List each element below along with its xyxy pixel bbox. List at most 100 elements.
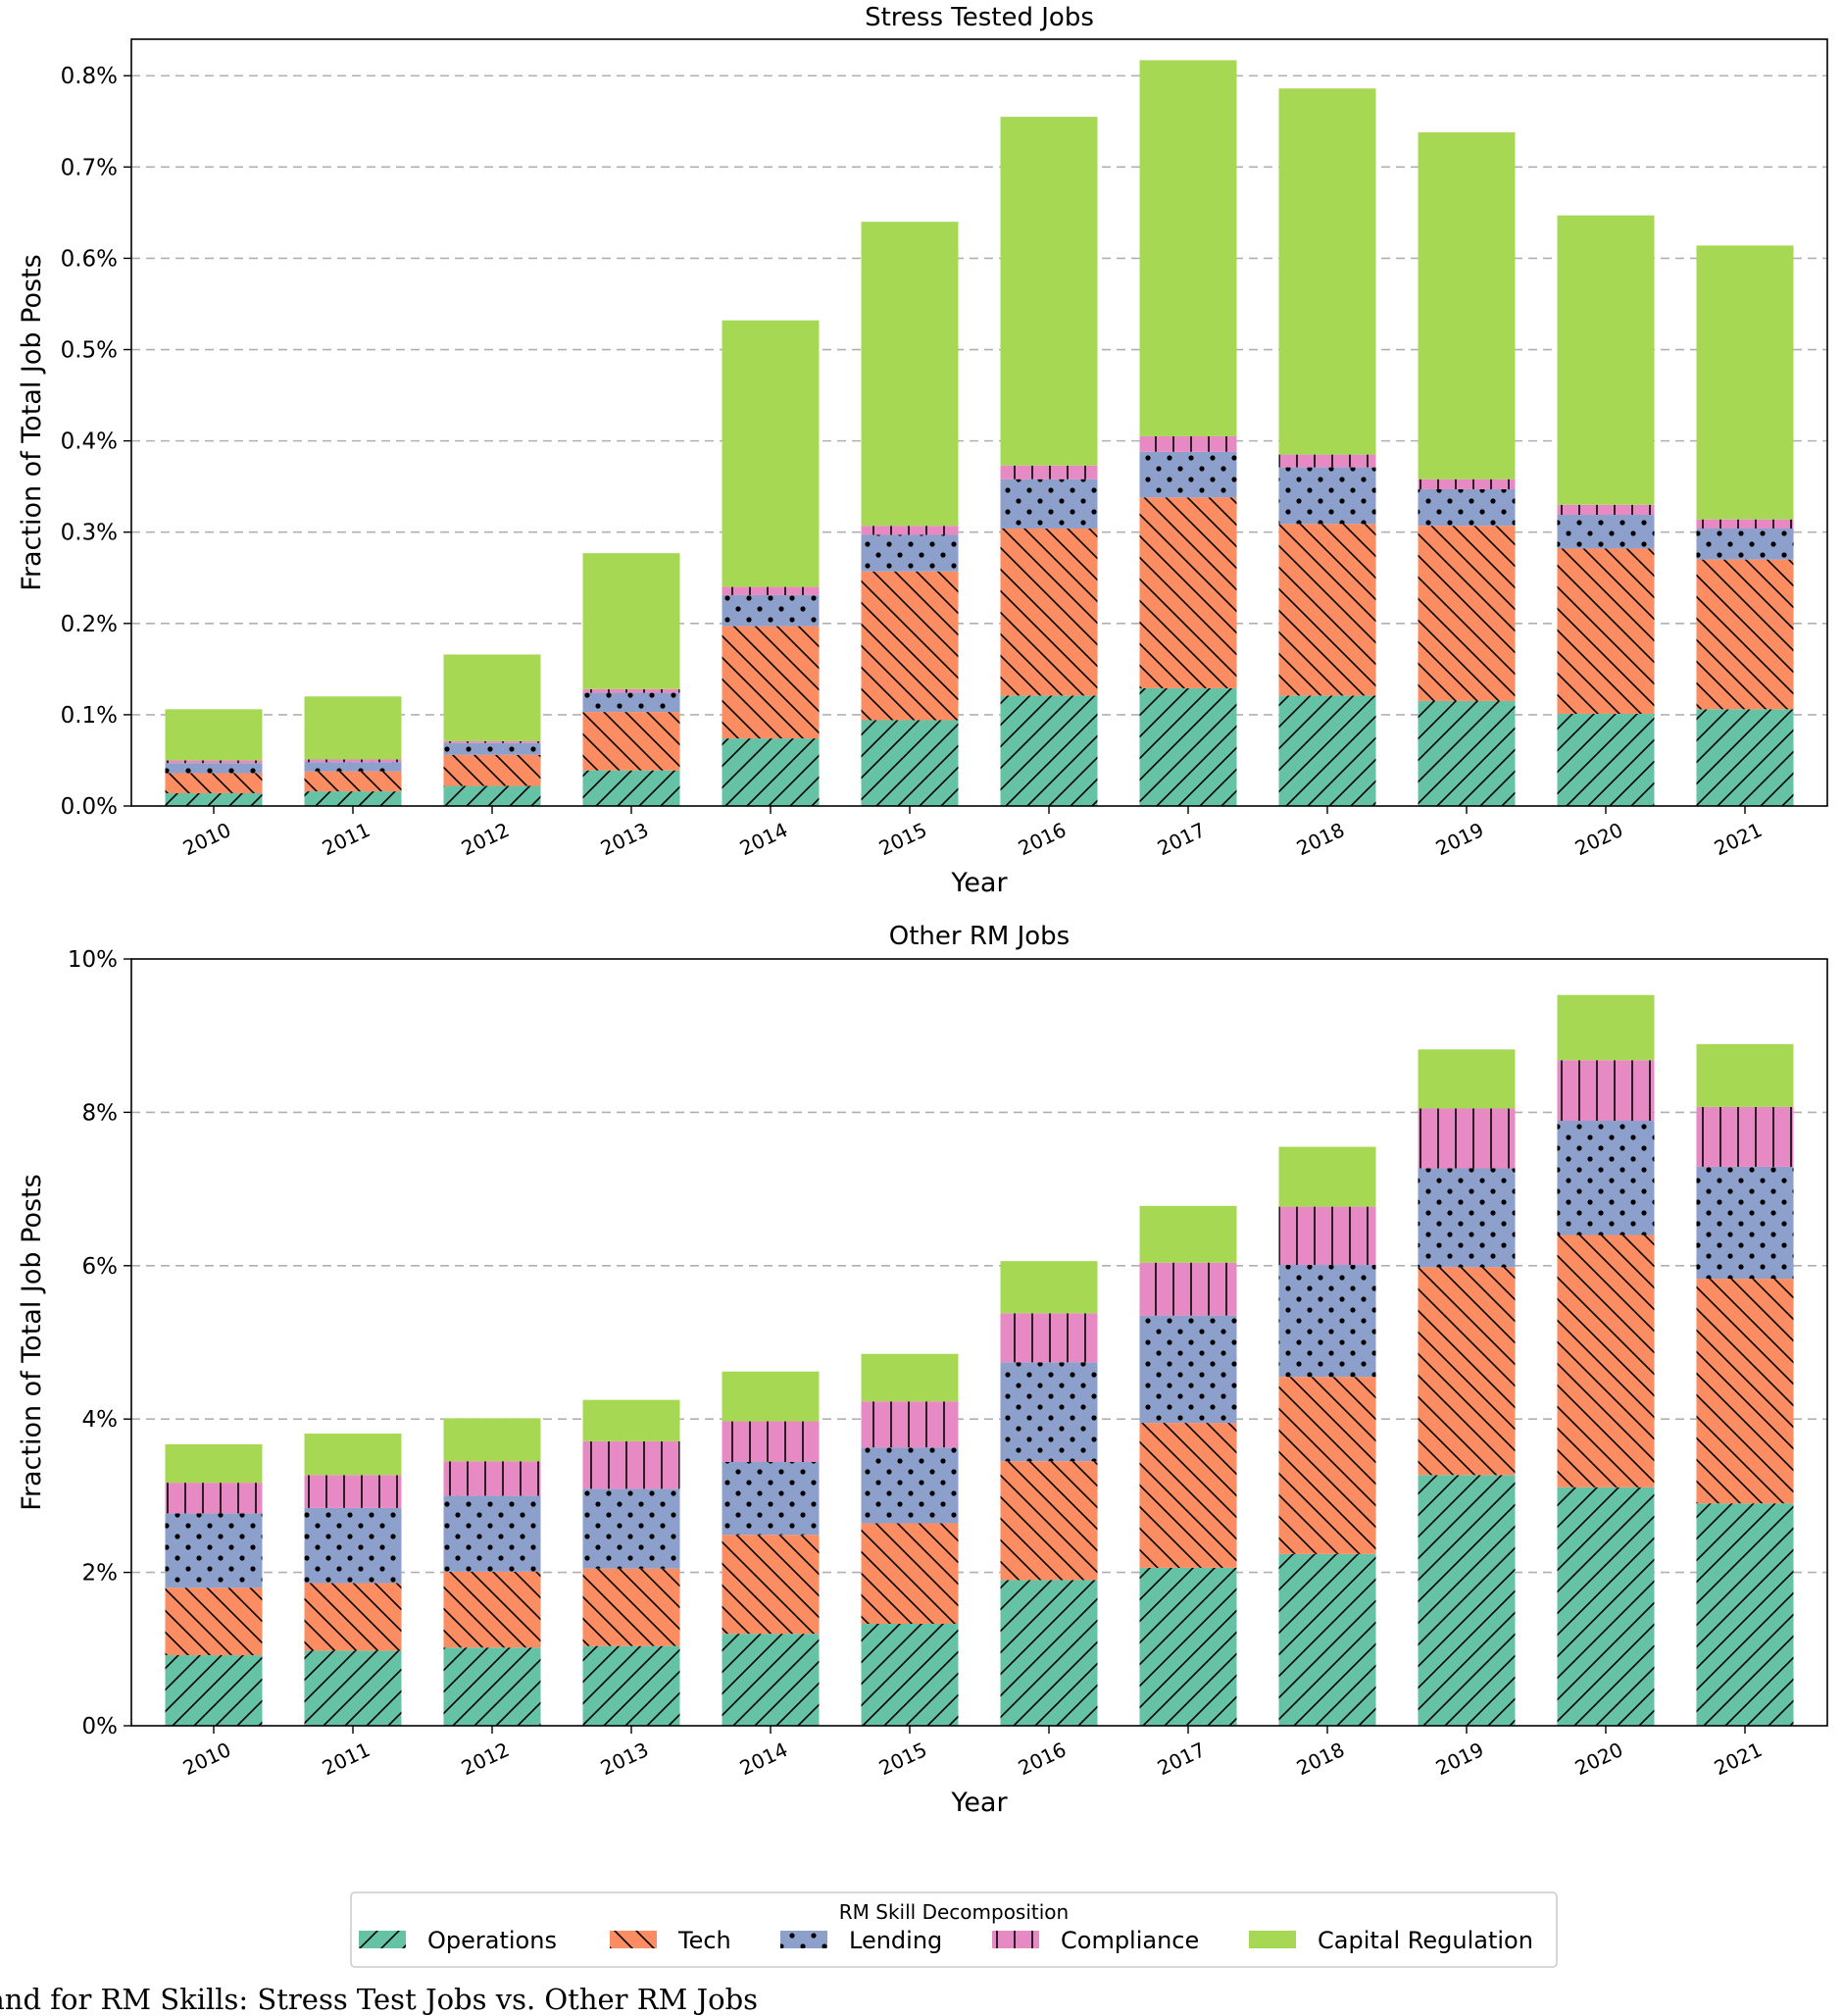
bar-hatch [1139, 1262, 1237, 1316]
bar-hatch [304, 771, 402, 792]
legend-item-compliance: Compliance [992, 1927, 1199, 1954]
bar-capital-regulation-2010 [165, 709, 263, 761]
bar-segment-tech [1278, 1377, 1376, 1554]
grid-lines [131, 1111, 1827, 1574]
x-tick-label: 2020 [1571, 1738, 1626, 1780]
bar-segment-operations [1696, 1503, 1794, 1726]
bar-hatch [582, 770, 680, 806]
chart-other-rm-jobs: 0%2%4%6%8%10% 2010 2011 2012 2013 2014 2015 20… [17, 922, 1828, 1818]
bar-capital-regulation-2019 [1418, 131, 1516, 479]
y-tick-label: 0.2% [61, 612, 118, 637]
bar-hatch [722, 738, 820, 806]
bar-hatch [165, 1513, 263, 1588]
bar-hatch [1696, 709, 1794, 806]
bar-segment-capital-regulation [165, 1444, 263, 1484]
bar-capital-regulation-2014 [722, 1371, 820, 1422]
bar-segment-operations [1418, 700, 1516, 806]
x-tick-label: 2014 [736, 818, 791, 860]
bar-segment-compliance [304, 759, 402, 763]
bar-hatch [1418, 526, 1516, 701]
bar-segment-lending [1278, 1265, 1376, 1378]
bar-segment-compliance [1000, 1313, 1098, 1363]
legend-swatch-hatch [359, 1931, 406, 1948]
bar-segment-operations [582, 770, 680, 806]
bar-segment-capital-regulation [1000, 117, 1098, 466]
bar-hatch [582, 1440, 680, 1489]
bar-hatch [165, 1588, 263, 1656]
bar-segment-capital-regulation [1557, 215, 1655, 505]
grid-lines [131, 75, 1827, 716]
bar-segment-compliance [861, 1401, 959, 1448]
y-tick-label: 0.3% [61, 521, 118, 546]
bar-segment-operations [1000, 695, 1098, 806]
bar-segment-compliance [1278, 454, 1376, 468]
bar-capital-regulation-2017 [1139, 1205, 1237, 1263]
bar-hatch [861, 526, 959, 535]
bar-hatch [582, 1488, 680, 1569]
bar-segment-capital-regulation [1696, 1043, 1794, 1107]
bar-segment-compliance [722, 586, 820, 595]
bar-segment-tech [165, 1588, 263, 1656]
bar-segment-tech [1696, 1279, 1794, 1504]
bars [165, 994, 1794, 1726]
bar-segment-operations [1696, 709, 1794, 806]
legend-label: Capital Regulation [1318, 1927, 1533, 1954]
x-tick-label: 2010 [179, 1738, 234, 1780]
bar-capital-regulation-2013 [582, 1399, 680, 1441]
bar-segment-capital-regulation [1696, 245, 1794, 520]
bar-capital-regulation-2016 [1000, 1261, 1098, 1314]
bar-capital-regulation-2010 [165, 1444, 263, 1484]
bar-hatch [1278, 1553, 1376, 1726]
legend-label: Operations [427, 1927, 557, 1954]
bar-hatch [165, 792, 263, 806]
bar-segment-compliance [165, 1483, 263, 1514]
bar-hatch [861, 720, 959, 806]
legend-swatch-hatch [610, 1931, 657, 1948]
bar-hatch [304, 791, 402, 806]
bar-segment-tech [861, 571, 959, 721]
legend: RM Skill Decomposition Operations Tech Len… [350, 1891, 1558, 1968]
bar-hatch [722, 1634, 820, 1726]
bar-capital-regulation-2011 [304, 1434, 402, 1476]
bar-capital-regulation-2020 [1557, 215, 1655, 505]
bar-capital-regulation-2012 [443, 654, 541, 741]
bar-hatch [1278, 467, 1376, 525]
y-tick-label: 0% [82, 1714, 119, 1739]
bar-segment-lending [1696, 528, 1794, 560]
y-tick-label: 8% [82, 1100, 119, 1126]
chart-stress-tested-jobs: 0.0% 0.1% 0.2% 0.3% 0.4% 0.5% 0.6% 0.7% 0.8% 201… [17, 3, 1828, 898]
bar-hatch [1418, 1267, 1516, 1476]
bar-hatch [582, 1645, 680, 1726]
legend-label: Lending [849, 1927, 942, 1954]
bar-capital-regulation-2012 [443, 1418, 541, 1462]
bar-segment-tech [861, 1523, 959, 1624]
legend-swatch-hatch [992, 1931, 1039, 1948]
bar-hatch [165, 1655, 263, 1726]
bar-hatch [443, 1647, 541, 1726]
bar-hatch [165, 760, 263, 764]
legend-item-lending: Lending [780, 1927, 942, 1954]
x-tick-label: 2021 [1711, 818, 1766, 860]
bar-hatch [443, 785, 541, 806]
bar-segment-operations [722, 1634, 820, 1726]
bar-hatch [1000, 1461, 1098, 1581]
bar-segment-lending [582, 692, 680, 713]
bar-capital-regulation-2020 [1557, 994, 1655, 1061]
bar-segment-lending [1696, 1166, 1794, 1280]
bar-hatch [722, 586, 820, 595]
bar-hatch [1000, 1580, 1098, 1726]
x-tick-label: 2010 [179, 818, 234, 860]
bar-hatch [861, 534, 959, 572]
bar-hatch [1139, 687, 1237, 806]
bar-segment-compliance [443, 740, 541, 743]
bar-hatch [1139, 1423, 1237, 1568]
bar-hatch [1557, 548, 1655, 714]
bar-hatch [861, 1447, 959, 1524]
x-tick-label: 2012 [458, 1738, 513, 1780]
bar-segment-tech [304, 771, 402, 792]
x-axis-ticks: 2010 2011 2012 2013 2014 2015 2016 2017 2018 2019… [179, 806, 1766, 860]
bar-hatch [1557, 1121, 1655, 1235]
bar-segment-tech [1696, 559, 1794, 710]
bar-hatch [1278, 1206, 1376, 1266]
